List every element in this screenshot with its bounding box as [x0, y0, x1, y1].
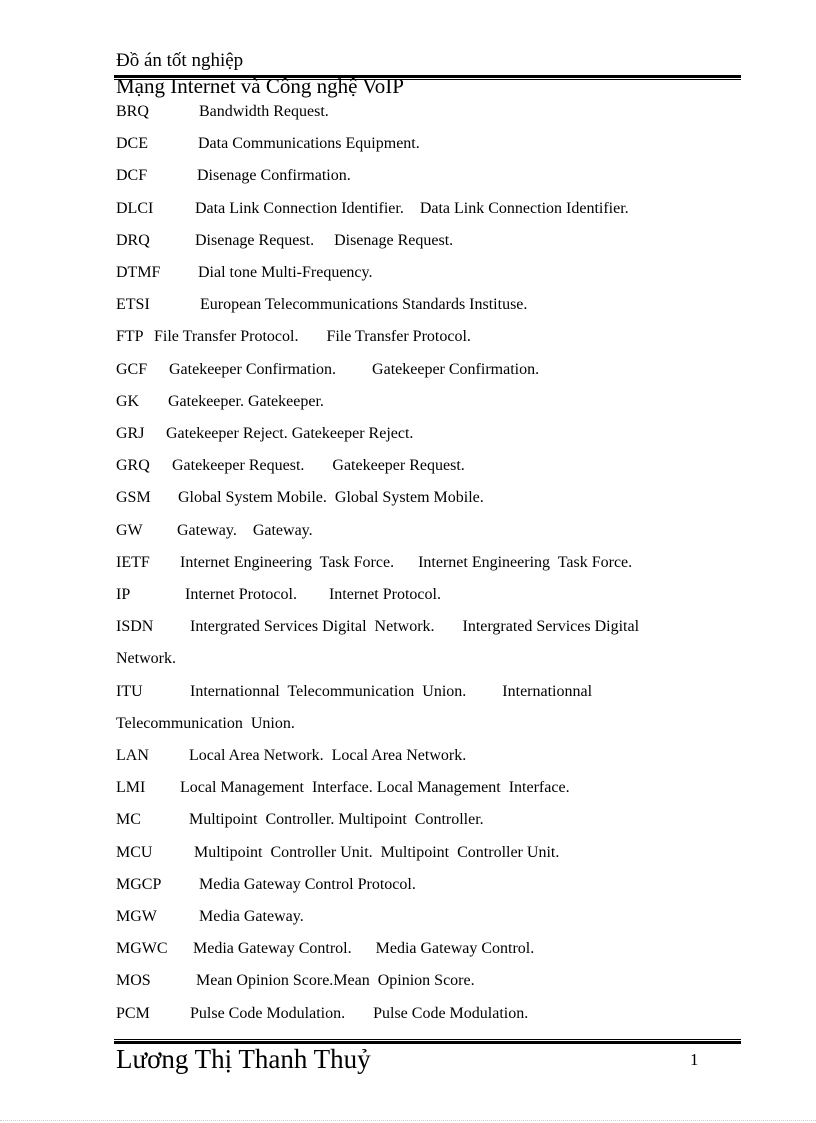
abbreviation: GRQ — [116, 457, 150, 475]
abbreviation: IETF — [116, 553, 150, 571]
definition: Gatekeeper. Gatekeeper. — [168, 392, 324, 410]
page-boundary — [0, 1120, 816, 1121]
definition: Local Area Network. Local Area Network. — [189, 747, 467, 764]
abbreviation: GW — [116, 521, 143, 539]
abbreviation: MCU — [116, 843, 153, 861]
definition: Data Link Connection Identifier. Data Li… — [195, 199, 629, 217]
abbreviation: MOS — [116, 972, 151, 990]
definition: Media Gateway. — [199, 908, 304, 925]
definition: Media Gateway Control Protocol. — [199, 875, 416, 893]
definition: Pulse Code Modulation. Pulse Code Modula… — [190, 1004, 529, 1022]
abbreviation: ITU — [116, 682, 143, 700]
abbreviation: BRQ — [116, 103, 149, 120]
definition: Dial tone Multi-Frequency. — [198, 264, 373, 281]
abbreviation: MGW — [116, 908, 157, 925]
definition: Internationnal Telecommunication Union. … — [190, 682, 593, 700]
definition: Multipoint Controller Unit. Multipoint C… — [194, 843, 560, 861]
abbreviation: IP — [116, 586, 131, 603]
abbreviation: GK — [116, 392, 140, 410]
abbreviation: MGWC — [116, 940, 168, 958]
definition: Gatekeeper Request. Gatekeeper Request. — [172, 457, 465, 475]
definition: Bandwidth Request. — [199, 103, 329, 120]
definition: Mean Opinion Score.Mean Opinion Score. — [196, 972, 475, 990]
definition: File Transfer Protocol. File Transfer Pr… — [154, 328, 471, 346]
definition: Internet Protocol. Internet Protocol. — [185, 586, 441, 603]
abbreviation: ETSI — [116, 296, 150, 314]
document-subtitle: Mạng Internet và Công nghệ VoIP — [116, 74, 404, 98]
definition: European Telecommunications Standards In… — [200, 296, 528, 314]
page-number: 1 — [690, 1050, 699, 1069]
definition: Global System Mobile. Global System Mobi… — [178, 489, 484, 507]
abbreviation: GSM — [116, 489, 151, 507]
abbreviation: DCE — [116, 135, 148, 153]
author-name: Lương Thị Thanh Thuỷ — [116, 1044, 371, 1074]
abbreviation: LMI — [116, 779, 146, 797]
header-rule — [114, 75, 741, 80]
abbreviation: MC — [116, 811, 141, 829]
abbreviation: DCF — [116, 167, 148, 185]
abbreviation: FTP — [116, 328, 144, 346]
abbreviation: ISDN — [116, 618, 154, 636]
abbreviation: DTMF — [116, 264, 161, 281]
definition: Gateway. Gateway. — [177, 521, 313, 539]
definition: Internet Engineering Task Force. Interne… — [180, 553, 633, 571]
document-title: Đồ án tốt nghiệp — [116, 50, 244, 71]
abbreviation: DLCI — [116, 199, 154, 217]
definition: Disenage Request. Disenage Request. — [195, 231, 454, 249]
definition: Multipoint Controller. Multipoint Contro… — [189, 811, 484, 829]
abbreviation: LAN — [116, 747, 149, 764]
definition-continuation: Telecommunication Union. — [116, 714, 295, 732]
definition: Intergrated Services Digital Network. In… — [190, 618, 640, 636]
abbreviation: DRQ — [116, 231, 150, 249]
definition: Local Management Interface. Local Manage… — [180, 779, 570, 797]
definition: Media Gateway Control. Media Gateway Con… — [193, 940, 535, 958]
definition: Disenage Confirmation. — [197, 167, 351, 185]
abbreviation: GCF — [116, 360, 148, 378]
definition-continuation: Network. — [116, 650, 176, 668]
abbreviation: PCM — [116, 1004, 150, 1022]
abbreviation: MGCP — [116, 875, 162, 893]
abbreviation: GRJ — [116, 425, 145, 442]
footer-rule — [114, 1039, 741, 1044]
definition: Gatekeeper Confirmation. Gatekeeper Conf… — [169, 360, 540, 378]
definition: Gatekeeper Reject. Gatekeeper Reject. — [166, 425, 414, 442]
definition: Data Communications Equipment. — [198, 135, 420, 153]
